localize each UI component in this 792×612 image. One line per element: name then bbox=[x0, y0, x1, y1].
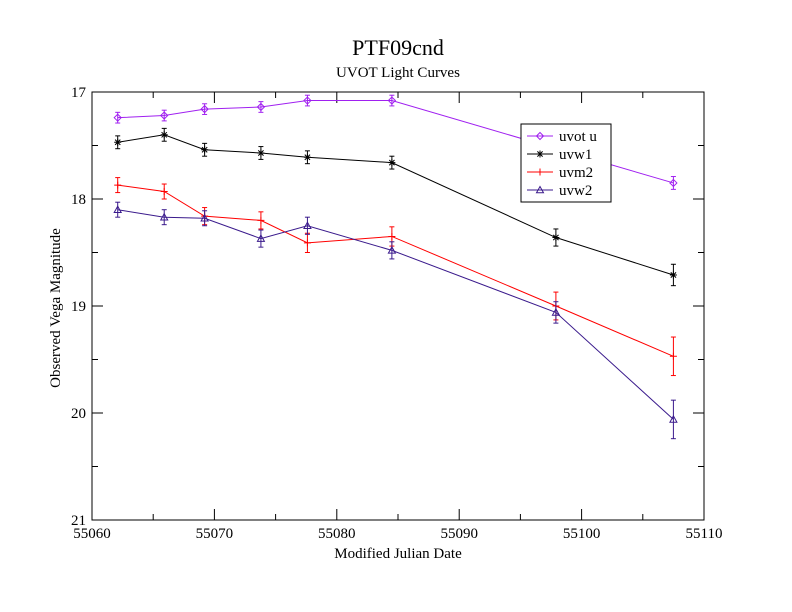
data-point bbox=[114, 138, 122, 146]
data-point bbox=[387, 96, 397, 105]
chart-subtitle: UVOT Light Curves bbox=[336, 65, 460, 81]
legend: uvot u uvw1 uvm2 uvw2 bbox=[520, 123, 612, 203]
y-tick-label: 19 bbox=[71, 299, 86, 315]
x-tick-label: 55100 bbox=[563, 526, 601, 542]
y-axis-label: Observed Vega Magnitude bbox=[48, 228, 64, 388]
data-point bbox=[160, 111, 169, 120]
legend-label: uvm2 bbox=[559, 165, 593, 181]
series-uvw2 bbox=[113, 201, 678, 440]
data-point bbox=[159, 212, 169, 221]
y-tick-label: 18 bbox=[71, 192, 86, 208]
data-point bbox=[113, 205, 123, 213]
data-point bbox=[200, 104, 209, 114]
y-tick-label: 21 bbox=[71, 513, 86, 529]
data-point bbox=[303, 153, 311, 161]
legend-label: uvot u bbox=[559, 129, 597, 145]
data-point bbox=[551, 307, 561, 316]
data-point bbox=[388, 232, 396, 240]
legend-box bbox=[520, 123, 612, 203]
series-uvot-u bbox=[113, 94, 678, 190]
data-point bbox=[303, 239, 311, 247]
legend-label: uvw1 bbox=[559, 147, 592, 163]
data-point bbox=[303, 96, 312, 105]
data-point bbox=[256, 102, 266, 112]
axis-ticks: 55060 55070 55080 55090 55100 55110 17 18 19 20 21 bbox=[71, 85, 722, 542]
data-point bbox=[387, 245, 397, 254]
data-point bbox=[669, 352, 677, 360]
x-tick-label: 55110 bbox=[686, 526, 723, 542]
legend-marker bbox=[536, 168, 544, 176]
data-point bbox=[257, 216, 265, 224]
data-point bbox=[669, 414, 678, 423]
data-point bbox=[114, 181, 122, 189]
y-tick-label: 17 bbox=[71, 85, 87, 101]
x-tick-label: 55090 bbox=[440, 526, 478, 542]
plot-area-frame bbox=[91, 91, 705, 521]
x-tick-label: 55060 bbox=[73, 526, 111, 542]
x-axis-label: Modified Julian Date bbox=[334, 546, 462, 562]
y-tick-label: 20 bbox=[71, 406, 86, 422]
data-point bbox=[256, 234, 266, 242]
data-point bbox=[200, 213, 209, 222]
data-point bbox=[303, 221, 312, 230]
series-uvw1 bbox=[114, 127, 677, 287]
data-point bbox=[160, 188, 168, 196]
series-line-uvw2 bbox=[117, 209, 674, 420]
data-point bbox=[113, 113, 122, 122]
chart-title: PTF09cnd bbox=[352, 35, 444, 60]
legend-marker bbox=[535, 185, 545, 194]
data-point bbox=[257, 149, 265, 157]
x-tick-label: 55080 bbox=[318, 526, 356, 542]
legend-label: uvw2 bbox=[559, 183, 592, 199]
data-point bbox=[160, 131, 168, 139]
data-point bbox=[669, 178, 678, 188]
series-line-uvw1 bbox=[117, 134, 674, 276]
x-tick-label: 55070 bbox=[196, 526, 234, 542]
series-layer bbox=[113, 94, 678, 440]
legend-marker bbox=[536, 150, 544, 158]
legend-marker bbox=[535, 131, 545, 141]
data-point bbox=[388, 159, 396, 167]
series-line-uvm2 bbox=[117, 184, 674, 357]
data-point bbox=[669, 271, 677, 279]
data-point bbox=[552, 234, 560, 242]
data-point bbox=[201, 146, 209, 154]
